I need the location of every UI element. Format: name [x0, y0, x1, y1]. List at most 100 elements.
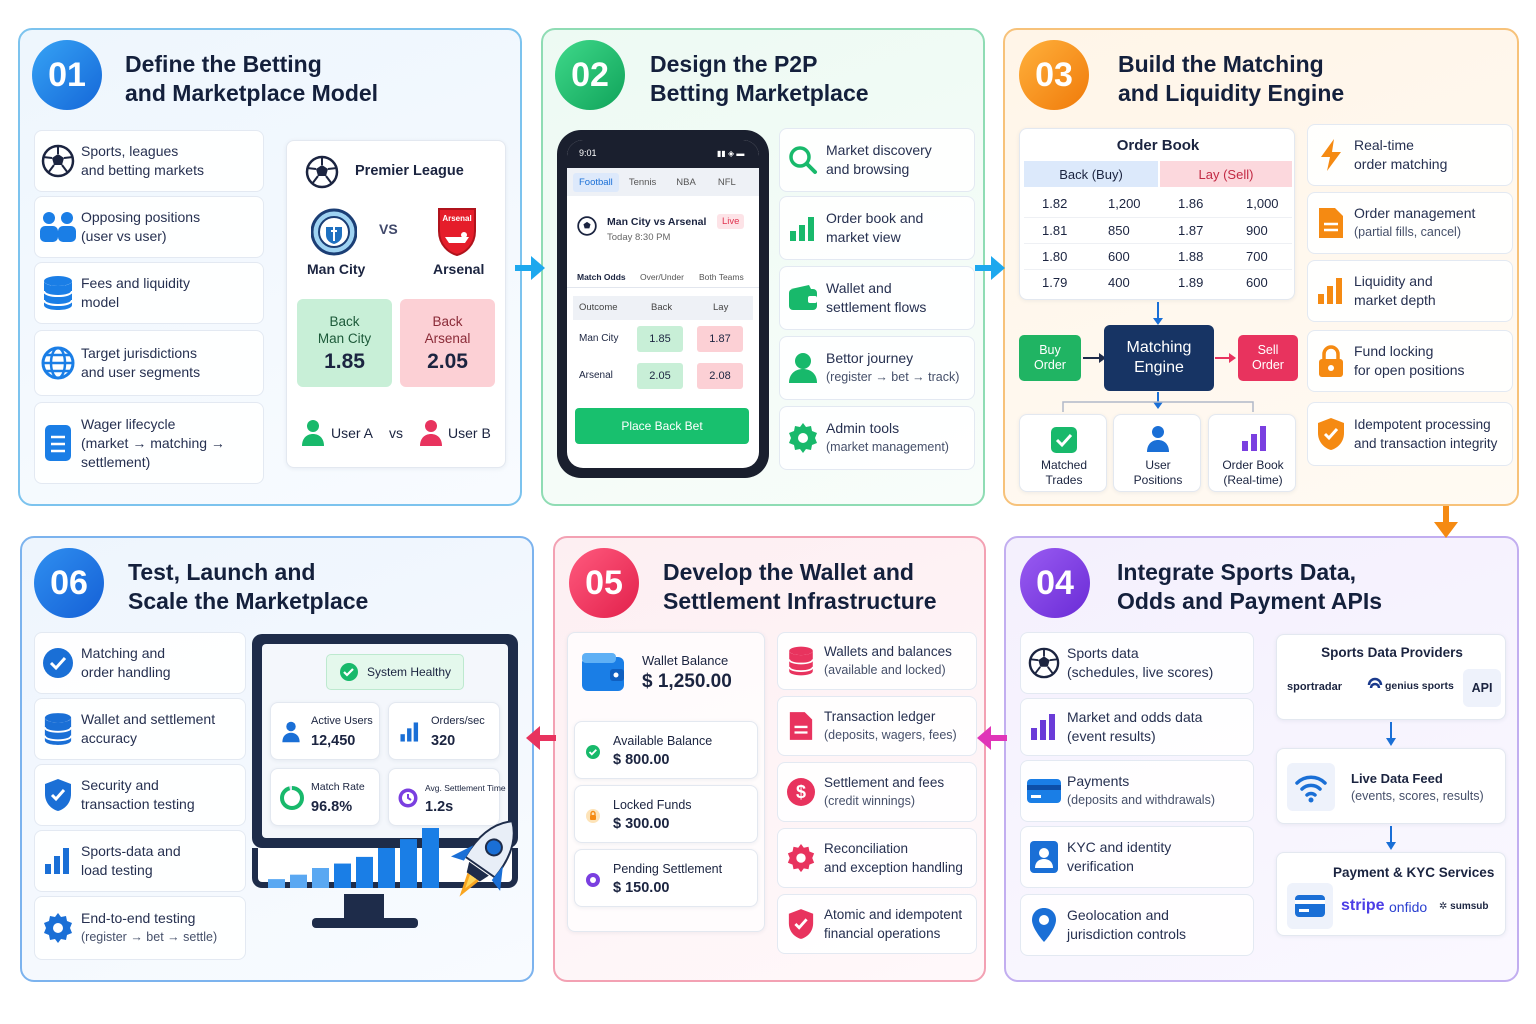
growth-bar [334, 863, 351, 888]
step-title: Design the P2P Betting Marketplace [650, 51, 869, 106]
order-book-realtime-node: Order Book (Real-time) [1208, 414, 1296, 492]
search-icon [780, 145, 826, 175]
back-team-a-button[interactable]: Back Man City 1.85 [297, 299, 392, 387]
arsenal-crest-icon: Arsenal [435, 205, 479, 262]
outcome-label: Man City [579, 333, 619, 344]
providers-title: Sports Data Providers [1321, 645, 1463, 660]
rocket-icon [438, 808, 528, 923]
back-odds-button[interactable]: 1.85 [637, 326, 683, 352]
gear-icon [780, 422, 826, 454]
growth-bar [290, 874, 307, 888]
list-item: Bettor journey (register → bet → track) [779, 336, 975, 400]
bar-chart-icon [1308, 276, 1354, 306]
versus-label: vs [389, 425, 403, 441]
stat-card: Active Users 12,450 [270, 702, 380, 760]
tab-football[interactable]: Football [573, 172, 619, 192]
donut-icon [280, 786, 304, 810]
buy-order-node: Buy Order [1019, 335, 1081, 381]
bar-chart-icon [400, 722, 419, 742]
back-team-b-button[interactable]: Back Arsenal 2.05 [400, 299, 495, 387]
user-icon [282, 721, 300, 743]
users-icon [35, 210, 81, 244]
list-item: Geolocation and jurisdiction controls [1020, 894, 1254, 956]
stripe-logo: stripe [1341, 897, 1385, 914]
matching-engine-node: Matching Engine [1104, 325, 1214, 391]
list-item: Wallet and settlement accuracy [34, 698, 246, 760]
stat-card: Avg. Settlement Time 1.2s [388, 768, 506, 826]
user-icon [1146, 425, 1170, 458]
down-arrow [1386, 722, 1396, 746]
versus-label: VS [379, 221, 398, 237]
payment-title: Payment & KYC Services [1333, 865, 1495, 880]
status-icons: ▮▮ ◈ ▬ [717, 149, 745, 158]
league-name: Premier League [355, 163, 464, 179]
flow-arrow-right [515, 256, 545, 280]
tab-tennis[interactable]: Tennis [628, 176, 657, 188]
soccer-ball-icon [305, 155, 339, 194]
list-item: Market and odds data (event results) [1020, 698, 1254, 756]
list-item: Real-time order matching [1307, 124, 1513, 186]
step-title: Build the Matching and Liquidity Engine [1118, 51, 1345, 106]
engine-connectors [1062, 302, 1254, 412]
list-item: Matching and order handling [34, 632, 246, 694]
step-title: Test, Launch and Scale the Marketplace [128, 559, 369, 614]
list-item: Target jurisdictions and user segments [34, 330, 264, 396]
lay-odds-button[interactable]: 1.87 [697, 326, 743, 352]
check-icon [1051, 427, 1077, 458]
phone-mockup: 9:01 ▮▮ ◈ ▬ Football Tennis NBA NFL Man … [557, 130, 769, 478]
tab-nfl[interactable]: NFL [717, 176, 736, 188]
place-back-bet-button[interactable]: Place Back Bet [575, 408, 749, 444]
list-item: Security and transaction testing [34, 764, 246, 826]
growth-bar [268, 879, 285, 888]
genius-sports-logo [1367, 677, 1383, 698]
balance-row: Pending Settlement $ 150.00 [574, 849, 758, 907]
monitor-base [312, 918, 418, 928]
growth-bar [312, 868, 329, 888]
order-book: Order Book Back (Buy) Lay (Sell) 1.82 1,2… [1019, 128, 1295, 300]
monitor-stand [344, 894, 384, 920]
wallet-icon [580, 651, 626, 698]
list-item: Wallet and settlement flows [779, 266, 975, 330]
document-icon [1308, 206, 1354, 240]
soccer-ball-icon [35, 144, 81, 178]
live-badge: Live [717, 214, 745, 229]
back-odds-button[interactable]: 2.05 [637, 363, 683, 389]
match-time: Today 8:30 PM [607, 232, 671, 243]
lock-icon [1308, 344, 1354, 378]
list-item: Idempotent processing and transaction int… [1307, 402, 1513, 466]
step-number: 01 [32, 40, 102, 110]
tab-nba[interactable]: NBA [676, 176, 696, 188]
sport-tabs: Football Tennis NBA NFL [567, 168, 759, 196]
list-item: Fees and liquidity model [34, 262, 264, 324]
database-icon [778, 645, 824, 677]
list-item: Sports, leagues and betting markets [34, 130, 264, 192]
globe-icon [35, 345, 81, 381]
pending-icon [586, 873, 600, 887]
wallet-card: Wallet Balance $ 1,250.00 Available Bala… [567, 632, 765, 932]
step-number: 03 [1019, 40, 1089, 110]
lay-odds-button[interactable]: 2.08 [697, 363, 743, 389]
list-item: Payments (deposits and withdrawals) [1020, 760, 1254, 822]
check-circle-icon [586, 745, 600, 759]
check-circle-icon [35, 647, 81, 679]
list-item: Order management (partial fills, cancel) [1307, 192, 1513, 254]
sportradar-logo: sportradar [1287, 681, 1343, 693]
order-book-title: Order Book [1116, 137, 1200, 154]
bar-chart-icon [35, 846, 81, 876]
onfido-logo: onfido [1389, 899, 1428, 915]
balance-row: Locked Funds $ 300.00 [574, 785, 758, 843]
flow-arrow-down [1434, 506, 1458, 538]
step-number: 02 [555, 40, 625, 110]
team-b-name: Arsenal [433, 261, 485, 277]
user-b-label: User B [448, 425, 491, 441]
document-icon [35, 423, 81, 463]
shield-check-icon [35, 778, 81, 812]
growth-bar [422, 828, 439, 888]
man-city-crest-icon [310, 207, 358, 262]
lightning-icon [1308, 138, 1354, 172]
step-02-panel: 02 Design the P2P Betting Marketplace 9:0… [541, 28, 985, 506]
step-number: 04 [1020, 548, 1090, 618]
payment-kyc-services: Payment & KYC Services stripe onfido ✲ s… [1276, 852, 1506, 936]
api-badge: API [1463, 669, 1501, 707]
step-title: Define the Betting and Marketplace Model [125, 51, 379, 106]
